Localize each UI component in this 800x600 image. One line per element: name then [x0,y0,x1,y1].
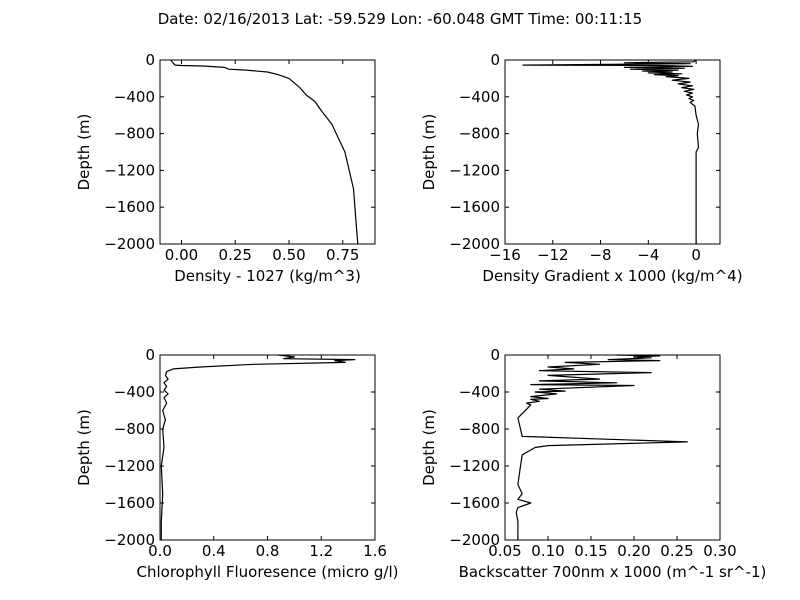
y-tick-label: 0 [145,51,155,69]
y-tick-label: −1200 [104,161,155,179]
plot-frame-backscatter [504,354,721,541]
x-tick-label: 0.05 [488,542,521,560]
panel-chlorophyll: 0.0 0.4 0.8 1.2 1.6 0 −400 −800 −1200 −1600 −2000 C… [75,346,398,581]
x-tick-label: 0.15 [574,542,607,560]
y-tick-label: −1600 [104,494,155,512]
x-tick-label: 0.25 [219,246,252,264]
y-tick-label: −1600 [449,494,500,512]
x-tick-label: 0.30 [703,542,736,560]
x-tick-label: 0.10 [531,542,564,560]
x-tick-label: 0.20 [617,542,650,560]
panels: 0.00 0.25 0.50 0.750−400−800−1200−1600−2000… [75,51,766,581]
x-tick-label: 1.6 [363,542,387,560]
figure-title: Date: 02/16/2013 Lat: -59.529 Lon: -60.0… [158,10,642,28]
panel-density: 0.00 0.25 0.50 0.75 0 −400 −800 −1200 −1600 −2000… [75,51,376,285]
x-tick-label: −16 [489,246,521,264]
y-tick-label: −2000 [449,531,500,549]
y-tick-label: 0 [145,346,155,364]
y-axis-label: Depth (m) [75,114,93,191]
y-axis-label: Depth (m) [420,409,438,486]
x-tick-label: 0.75 [326,246,359,264]
plot-frame-density [159,59,376,245]
y-tick-label: 0 [490,51,500,69]
x-axis-label: Density - 1027 (kg/m^3) [174,267,361,285]
x-axis-label: Backscatter 700nm x 1000 (m^-1 sr^-1) [459,563,767,581]
x-tick-label: −12 [537,246,569,264]
y-tick-label: −800 [114,125,155,143]
series-line-density [170,59,359,245]
y-axis-label: Depth (m) [420,114,438,191]
x-tick-label: 0.4 [202,542,226,560]
y-tick-label: −800 [114,420,155,438]
series-line-density-gradient [522,59,700,244]
y-tick-label: 0 [490,346,500,364]
x-axis-label: Chlorophyll Fluoresence (micro g/l) [137,563,399,581]
y-tick-label: −400 [114,383,155,401]
y-tick-label: −400 [459,383,500,401]
x-tick-label: 0 [691,246,701,264]
y-tick-label: −400 [114,88,155,106]
y-tick-label: −2000 [104,531,155,549]
y-tick-label: −800 [459,125,500,143]
y-tick-label: −1600 [104,198,155,216]
y-tick-label: −400 [459,88,500,106]
y-tick-label: −1600 [449,198,500,216]
x-tick-label: 0.8 [256,542,280,560]
x-tick-label: 0.00 [165,246,198,264]
x-tick-label: −4 [637,246,659,264]
x-tick-label: 0.25 [660,542,693,560]
plot-frame-chlorophyll [159,354,376,541]
series-line-chlorophyll [160,354,356,540]
series-line-backscatter [515,354,688,540]
y-tick-label: −800 [459,420,500,438]
x-tick-label: 0.50 [272,246,305,264]
y-tick-label: −1200 [449,457,500,475]
x-tick-label: 0.0 [148,542,172,560]
plot-frame-density-gradient [504,59,721,245]
y-axis-label: Depth (m) [75,409,93,486]
x-axis-label: Density Gradient x 1000 (kg/m^4) [482,267,742,285]
y-tick-label: −1200 [449,161,500,179]
panel-backscatter: 0.05 0.10 0.15 0.20 0.25 0.30 0 −400 −800 −1200 −1… [420,346,766,581]
y-tick-label: −2000 [449,235,500,253]
panel-density-gradient: −16 −12 −8 −4 00−400−800−1200−1600−2000Densi… [420,51,743,285]
y-tick-label: −1200 [104,457,155,475]
y-tick-label: −2000 [104,235,155,253]
x-tick-label: 1.2 [309,542,333,560]
x-tick-label: −8 [589,246,611,264]
